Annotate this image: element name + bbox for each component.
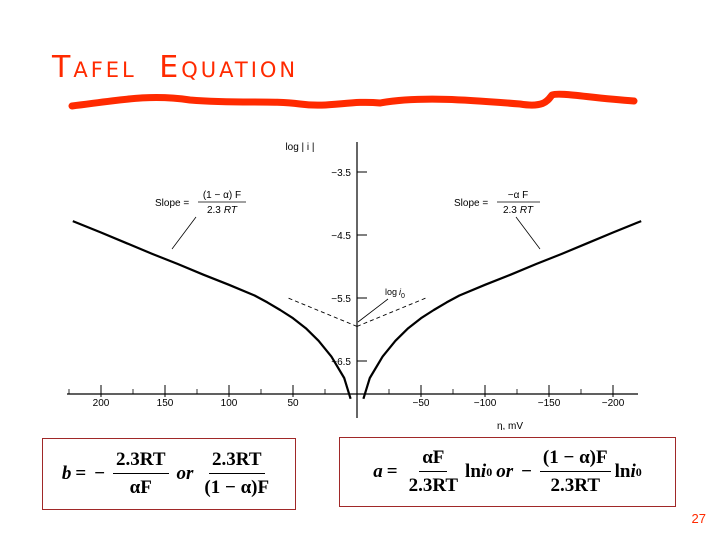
eq-a-num1: αF [419, 447, 448, 472]
slope-left-leader [171, 216, 197, 250]
equation-b: b = − 2.3RT αF or 2.3RT (1 − α)F [43, 439, 295, 509]
eq-a-fraction-2: (1 − α)F 2.3RT [539, 447, 611, 497]
slope-right-den-var: RT [520, 205, 534, 216]
log-i0-text: log [385, 287, 397, 297]
eq-b-lhs: b [61, 463, 72, 484]
equation-b-box: b = − 2.3RT αF or 2.3RT (1 − α)F [42, 438, 296, 510]
page-title: Tafel Equation [52, 50, 299, 85]
slope-right-prefix: Slope = [454, 198, 488, 209]
eq-b-equals: = [75, 463, 87, 484]
slope-left-prefix: Slope = [155, 198, 189, 209]
tafel-extrapolation-line-3 [356, 296, 428, 327]
slope-left-den-var: RT [224, 205, 238, 216]
slope-right-numerator: −α F [508, 190, 529, 201]
log-i0-var: i [399, 287, 402, 297]
eq-b-den2: (1 − α)F [204, 477, 270, 498]
eq-b-fraction-1: 2.3RT αF [113, 449, 169, 499]
eq-b-num1: 2.3RT [113, 449, 169, 474]
y-axis-label: log | i | [285, 142, 314, 153]
x-tick-label: 100 [221, 398, 238, 409]
eq-a-i0-2: i [630, 461, 636, 482]
eq-a-minus: − [521, 461, 532, 482]
eq-a-num2: (1 − α)F [539, 447, 611, 472]
eq-a-lhs: a [373, 461, 383, 482]
svg-text:2.3RT: 2.3 RT [207, 205, 238, 216]
x-tick-label: −50 [413, 398, 430, 409]
x-tick-label: −200 [602, 398, 625, 409]
eq-b-fraction-2: 2.3RT (1 − α)F [201, 449, 272, 499]
slope-left-numerator: (1 − α) F [203, 190, 241, 201]
x-tick-label: 150 [157, 398, 174, 409]
eq-a-ln1: ln [465, 461, 481, 482]
slope-right-annotation: Slope = −α F 2.3 RT [454, 190, 541, 250]
x-tick-label: 50 [287, 398, 299, 409]
x-tick-label: −150 [538, 398, 561, 409]
current-curve-1 [362, 220, 642, 400]
eq-a-den2: 2.3RT [550, 475, 601, 496]
eq-a-sub0-2: 0 [635, 464, 642, 479]
eq-a-i0: i [480, 461, 487, 482]
page-number: 27 [691, 511, 706, 526]
x-tick-label: −100 [474, 398, 497, 409]
log-i0-sub: 0 [401, 293, 405, 300]
slope-right-leader [515, 216, 541, 250]
log-i0-annotation: log i0 [357, 287, 405, 323]
y-tick-label: −4.5 [331, 231, 351, 242]
eq-b-den1: αF [129, 477, 152, 498]
eq-a-fraction-1: αF 2.3RT [406, 447, 461, 497]
tafel-extrapolation-line-2 [286, 296, 358, 327]
x-axis-label: η, mV [497, 421, 523, 430]
eq-a-sub0: 0 [486, 464, 493, 479]
eq-b-minus: − [94, 463, 106, 484]
svg-text:2.3RT: 2.3 RT [503, 205, 534, 216]
slope-left-annotation: Slope = (1 − α) F 2.3 RT [155, 190, 246, 250]
tafel-chart: 200 150 100 50 −50 −100 −150 −200 −3.5 −4.5 −5.5 −6… [67, 142, 642, 430]
current-curve-0 [72, 220, 352, 400]
eq-a-equals: = [386, 461, 398, 482]
y-tick-label: −5.5 [331, 294, 351, 305]
slope-right-den-num: 2.3 [503, 205, 517, 216]
eq-a-den1: 2.3RT [408, 475, 459, 496]
eq-b-or: or [176, 463, 194, 484]
log-i0-leader [357, 298, 389, 323]
eq-a-or: or [496, 461, 514, 482]
y-tick-label: −6.5 [331, 357, 351, 368]
y-tick-label: −3.5 [331, 168, 351, 179]
eq-a-ln2: ln [614, 461, 631, 482]
slope-left-den-num: 2.3 [207, 205, 221, 216]
x-tick-label: 200 [93, 398, 110, 409]
eq-b-num2: 2.3RT [209, 449, 265, 474]
